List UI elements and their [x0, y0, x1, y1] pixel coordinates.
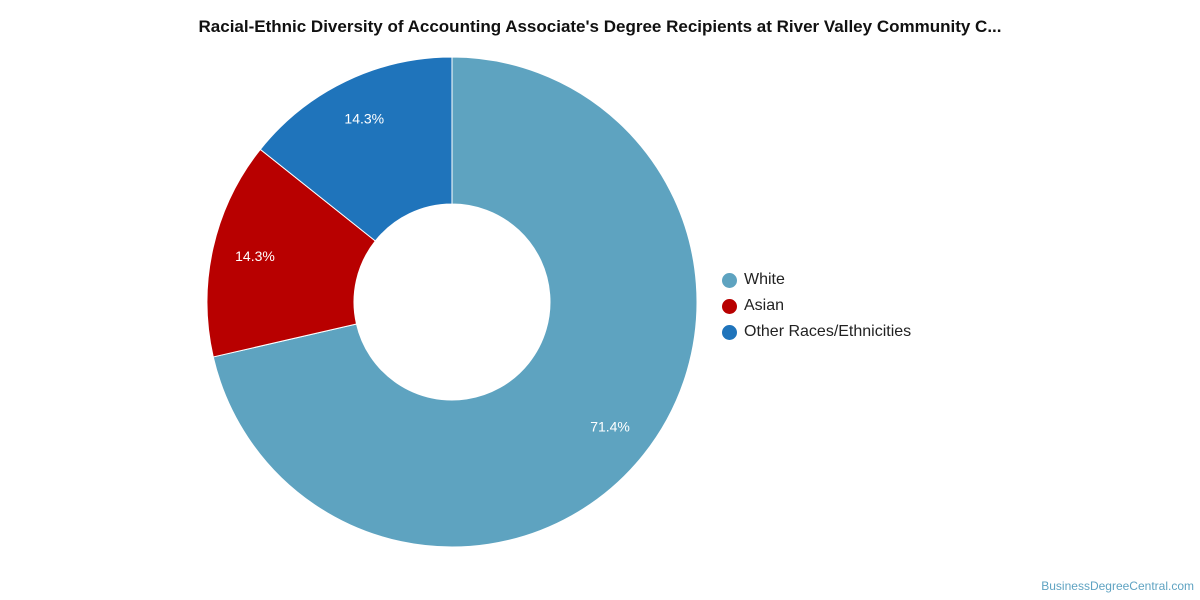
- legend-item-white[interactable]: White: [722, 267, 911, 293]
- legend-swatch-other: [722, 324, 737, 340]
- source-credit[interactable]: BusinessDegreeCentral.com: [1041, 579, 1194, 593]
- legend-swatch-asian: [722, 298, 737, 314]
- legend-label-asian: Asian: [744, 297, 785, 314]
- chart-title: Racial-Ethnic Diversity of Accounting As…: [198, 17, 1002, 36]
- legend-item-asian[interactable]: Asian: [722, 293, 911, 319]
- slice-other[interactable]: [259, 56, 453, 242]
- slice-label-asian: 14.3%: [235, 248, 275, 264]
- legend-label-other: Other Races/Ethnicities: [744, 323, 912, 340]
- slice-white[interactable]: [212, 56, 698, 548]
- slice-label-other: 14.3%: [344, 111, 384, 127]
- legend-swatch-white: [722, 272, 737, 288]
- legend: White Asian Other Races/Ethnicities: [722, 267, 911, 345]
- legend-item-other[interactable]: Other Races/Ethnicities: [722, 319, 911, 345]
- slice-asian[interactable]: [206, 148, 377, 358]
- slice-label-white: 71.4%: [590, 419, 630, 435]
- legend-label-white: White: [744, 271, 785, 288]
